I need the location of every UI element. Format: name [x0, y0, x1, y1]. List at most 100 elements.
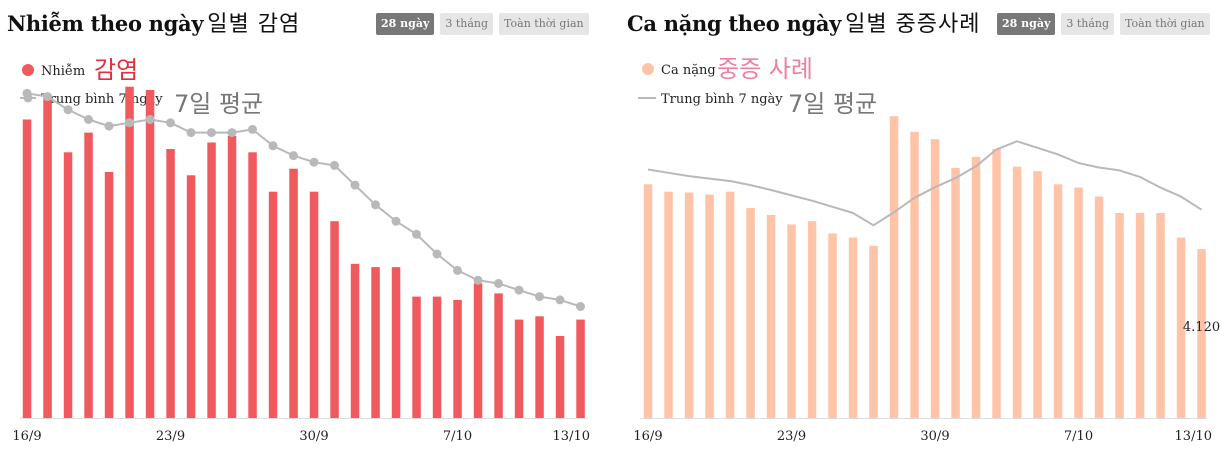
last-value-label: 4.120	[1183, 320, 1220, 335]
average-point	[63, 105, 73, 115]
average-point	[330, 160, 339, 170]
bar	[1012, 166, 1022, 418]
average-point	[453, 265, 462, 275]
x-axis-ticks: 16/9 23/9 30/9 7/10 13/10	[633, 429, 1212, 444]
average-point	[371, 200, 380, 210]
bar	[453, 299, 462, 418]
average-point	[494, 279, 503, 288]
bar	[166, 149, 175, 418]
x-tick-label: 23/9	[777, 429, 806, 444]
bar	[1053, 184, 1063, 418]
bar	[1074, 187, 1083, 418]
average-point	[43, 92, 52, 102]
bar	[514, 319, 524, 418]
bar	[576, 319, 585, 418]
bar	[125, 86, 134, 418]
bar	[992, 149, 1001, 418]
bar	[412, 296, 421, 418]
cases-chart-svg: Nhiễm 감염 Trung bình 7 ngày 7일 평균 16/9 23/…	[12, 56, 590, 444]
x-tick-label: 7/10	[443, 429, 472, 444]
x-tick-label: 13/10	[1175, 429, 1212, 444]
average-point	[166, 118, 175, 128]
legend-line-note: 7일 평균	[788, 90, 877, 118]
cases-title-text: Nhiễm theo ngày	[7, 11, 204, 36]
bar	[207, 142, 216, 418]
bar	[494, 293, 503, 418]
legend-bar-label: Nhiễm	[41, 63, 85, 79]
bar	[1094, 196, 1104, 418]
bar	[22, 119, 32, 418]
bar	[951, 167, 960, 418]
legend-bar-swatch	[22, 64, 34, 76]
bar	[289, 168, 298, 418]
tab-28-days[interactable]: 28 ngày	[376, 13, 435, 35]
cases-legend: Nhiễm 감염 Trung bình 7 ngày 7일 평균	[20, 56, 263, 118]
x-axis-ticks: 16/9 23/9 30/9 7/10 13/10	[12, 429, 590, 444]
tab-all-time[interactable]: Toàn thời gian	[499, 13, 589, 35]
average-point	[432, 249, 442, 259]
bar	[63, 152, 73, 419]
severe-range-tabs: 28 ngày 3 tháng Toàn thời gian	[997, 13, 1210, 35]
average-line	[647, 140, 1203, 227]
legend-bar-swatch	[642, 63, 654, 75]
severe-title-text: Ca nặng theo ngày	[627, 11, 842, 36]
cases-title-note: 일별 감염	[207, 12, 301, 37]
severe-title-note: 일별 중증사례	[845, 12, 981, 37]
tab-3-months[interactable]: 3 tháng	[1061, 13, 1115, 35]
x-tick-label: 30/9	[920, 429, 949, 444]
average-point	[535, 292, 544, 302]
bar	[1197, 249, 1206, 418]
bar	[725, 191, 735, 418]
bar	[268, 191, 278, 418]
average-line	[26, 92, 581, 308]
bar	[309, 191, 319, 418]
bar	[391, 267, 401, 418]
legend-line-label: Trung bình 7 ngày	[661, 92, 783, 107]
bar	[1176, 237, 1186, 418]
tab-3-months[interactable]: 3 tháng	[440, 13, 494, 35]
tab-all-time[interactable]: Toàn thời gian	[1120, 13, 1210, 35]
bar	[145, 90, 155, 418]
average-point	[125, 118, 134, 128]
bar	[787, 224, 796, 418]
bar	[807, 221, 817, 418]
severe-legend: Ca nặng 중증 사례 Trung bình 7 ngày 7일 평균	[638, 55, 877, 118]
severe-chart-svg: Ca nặng 중증 사례 Trung bình 7 ngày 7일 평균 16…	[633, 55, 1220, 444]
bar	[1115, 213, 1124, 418]
average-point	[186, 128, 196, 138]
average-point	[473, 275, 483, 285]
bar	[473, 283, 483, 418]
bar	[746, 208, 755, 418]
x-tick-label: 16/9	[633, 429, 662, 444]
average-series	[22, 88, 585, 311]
bar	[555, 336, 565, 418]
legend-bar-note: 감염	[94, 56, 138, 84]
bar-series	[22, 86, 585, 419]
average-point	[576, 302, 585, 311]
tab-28-days[interactable]: 28 ngày	[997, 13, 1056, 35]
average-point	[227, 128, 237, 138]
bar	[930, 139, 940, 418]
average-point	[145, 115, 155, 124]
bar	[84, 132, 93, 418]
severe-chart-panel: Ca nặng theo ngày 일별 중증사례 28 ngày 3 tháng…	[620, 0, 1220, 453]
average-point	[350, 180, 360, 190]
average-point	[84, 115, 93, 124]
bar	[330, 221, 339, 418]
average-point	[268, 141, 278, 151]
x-tick-label: 13/10	[553, 429, 590, 444]
bar	[643, 184, 653, 418]
legend-bar-note: 중증 사례	[717, 55, 813, 83]
bar	[371, 267, 380, 418]
average-point	[309, 157, 319, 167]
average-point	[555, 295, 565, 305]
bar	[848, 237, 858, 418]
cases-range-tabs: 28 ngày 3 tháng Toàn thời gian	[376, 13, 589, 35]
bar	[535, 316, 544, 418]
cases-chart-title: Nhiễm theo ngày 일별 감염	[7, 6, 300, 38]
average-point	[289, 151, 298, 161]
x-tick-label: 23/9	[156, 429, 185, 444]
bar	[889, 116, 899, 418]
legend-bar-label: Ca nặng	[661, 63, 716, 78]
average-point	[248, 124, 257, 134]
